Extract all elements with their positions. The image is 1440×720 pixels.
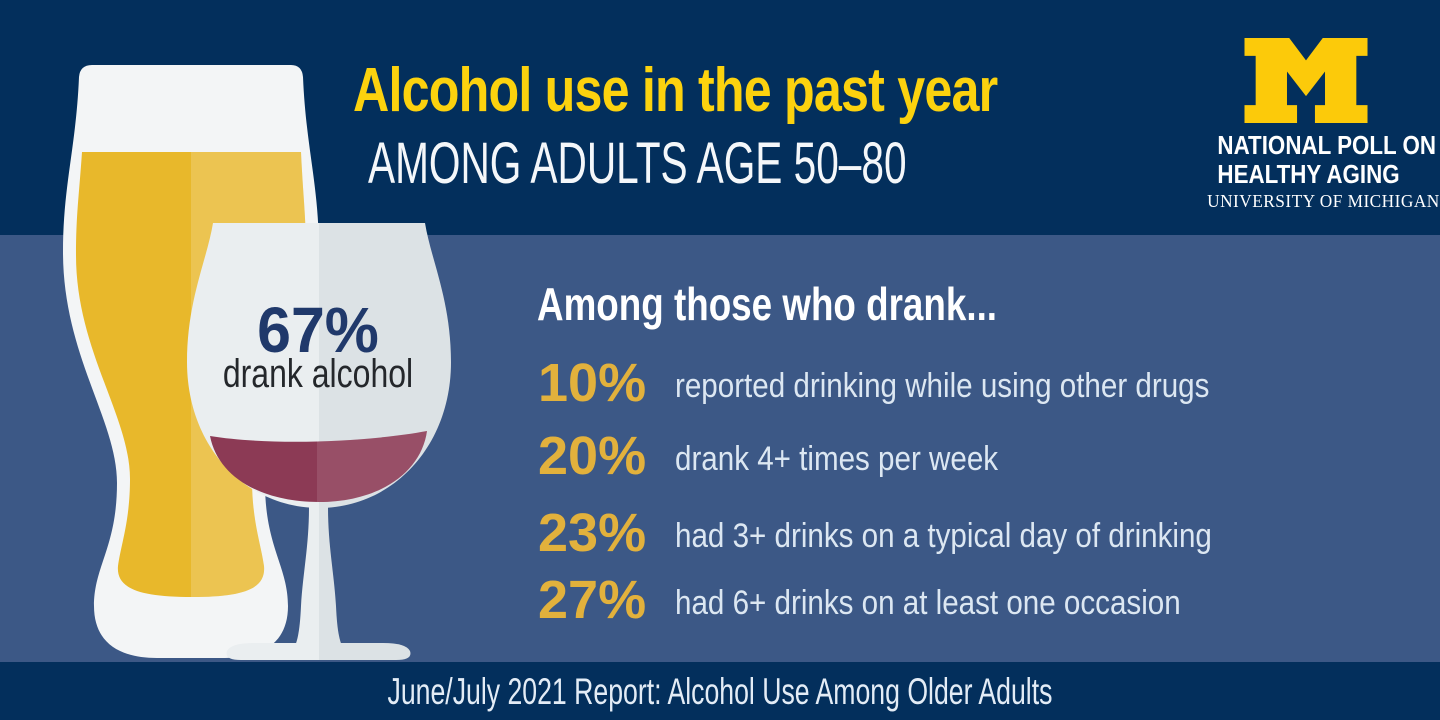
bottom-band (0, 662, 1440, 720)
stat-row-binge: 27% had 6+ drinks on at least one occasi… (538, 573, 1398, 633)
logo-university-name: UNIVERSITY OF MICHIGAN (1207, 191, 1440, 211)
stat-value: 20% (538, 426, 647, 486)
glasses-illustration (63, 65, 451, 660)
logo-poll-name-line2: HEALTHY AGING (1217, 159, 1400, 189)
report-caption: June/July 2021 Report: Alcohol Use Among… (387, 671, 1053, 712)
stat-row-typical-day: 23% had 3+ drinks on a typical day of dr… (538, 506, 1398, 566)
stat-value: 23% (538, 503, 647, 563)
overall-stat: 67% drank alcohol (148, 298, 488, 394)
stats-heading: Among those who drank... (537, 278, 998, 330)
university-of-michigan-logo: NATIONAL POLL ON HEALTHY AGING UNIVERSIT… (1203, 38, 1440, 211)
block-m-icon (1244, 38, 1368, 123)
logo-poll-name-line1: NATIONAL POLL ON (1217, 130, 1437, 160)
page-subtitle: AMONG ADULTS AGE 50–80 (368, 131, 907, 196)
stat-value: 10% (538, 353, 647, 413)
wine-liquid (210, 431, 427, 502)
overall-stat-label: drank alcohol (222, 352, 414, 396)
stat-row-frequency: 20% drank 4+ times per week (538, 429, 1398, 489)
page-title: Alcohol use in the past year (353, 56, 998, 125)
stat-value: 27% (538, 570, 647, 630)
stat-row-drugs: 10% reported drinking while using other … (538, 356, 1398, 416)
stat-label: drank 4+ times per week (675, 440, 999, 478)
stat-label: had 3+ drinks on a typical day of drinki… (675, 517, 1212, 555)
overall-stat-value: 67% (257, 294, 379, 366)
stat-label: reported drinking while using other drug… (675, 367, 1210, 405)
stat-label: had 6+ drinks on at least one occasion (675, 584, 1181, 622)
